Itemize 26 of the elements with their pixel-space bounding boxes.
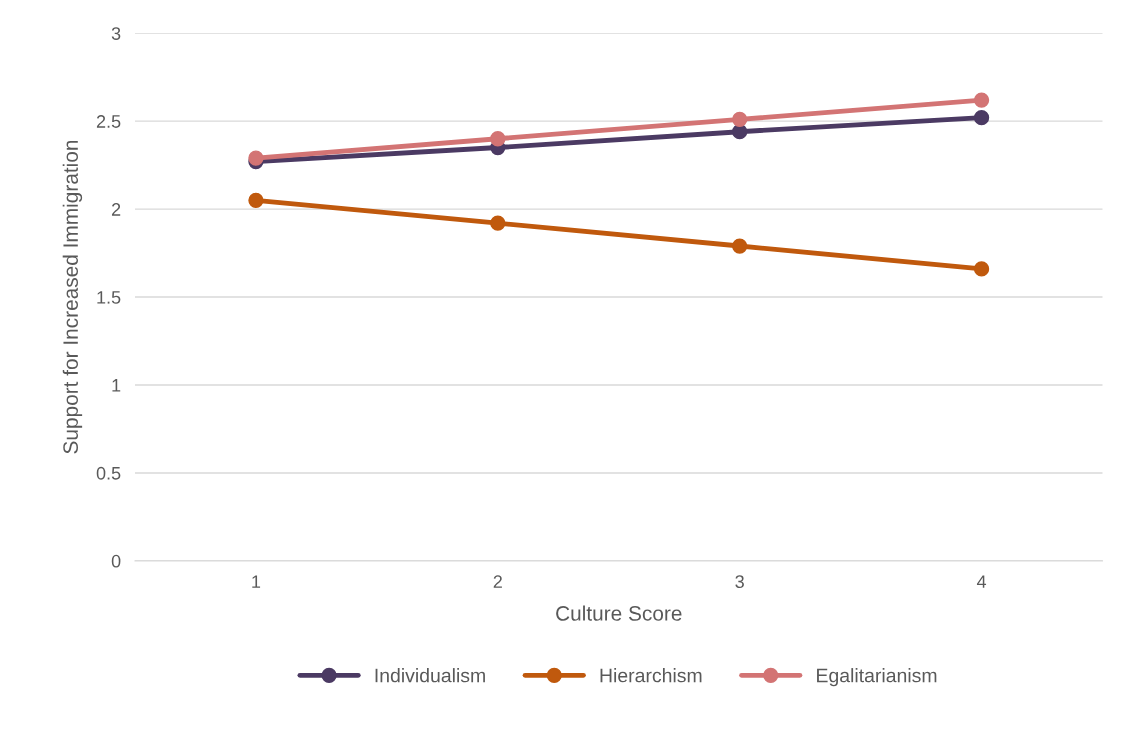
- point: [490, 131, 506, 147]
- y-tick-label: 0.5: [96, 466, 121, 480]
- x-tick-label: 1: [252, 575, 261, 588]
- point: [732, 238, 748, 254]
- point: [732, 124, 748, 140]
- y-tick-label: 1.5: [97, 291, 121, 304]
- point: [248, 192, 264, 208]
- legend-label: Egalitarianism: [817, 668, 937, 687]
- legend-label: Hierarchism: [600, 668, 702, 683]
- y-tick-label: 3: [111, 27, 121, 40]
- x-axis-title: Culture Score: [556, 605, 682, 621]
- y-tick-label: 2: [111, 203, 121, 216]
- x-tick-label: 2: [493, 575, 502, 588]
- legend-label: Individualism: [375, 668, 485, 683]
- point: [973, 92, 990, 108]
- x-tick-label: 3: [735, 575, 744, 589]
- point: [732, 111, 748, 128]
- point: [973, 261, 990, 277]
- y-tick-label: 0: [111, 554, 121, 568]
- point: [973, 109, 990, 126]
- point: [490, 215, 506, 231]
- point: [248, 150, 264, 166]
- x-tick-label: 4: [976, 575, 987, 588]
- y-axis-title: Support for Increased Immigration: [62, 140, 83, 454]
- y-tick-label: 2.5: [96, 115, 121, 128]
- y-tick-label: 1: [112, 379, 121, 392]
